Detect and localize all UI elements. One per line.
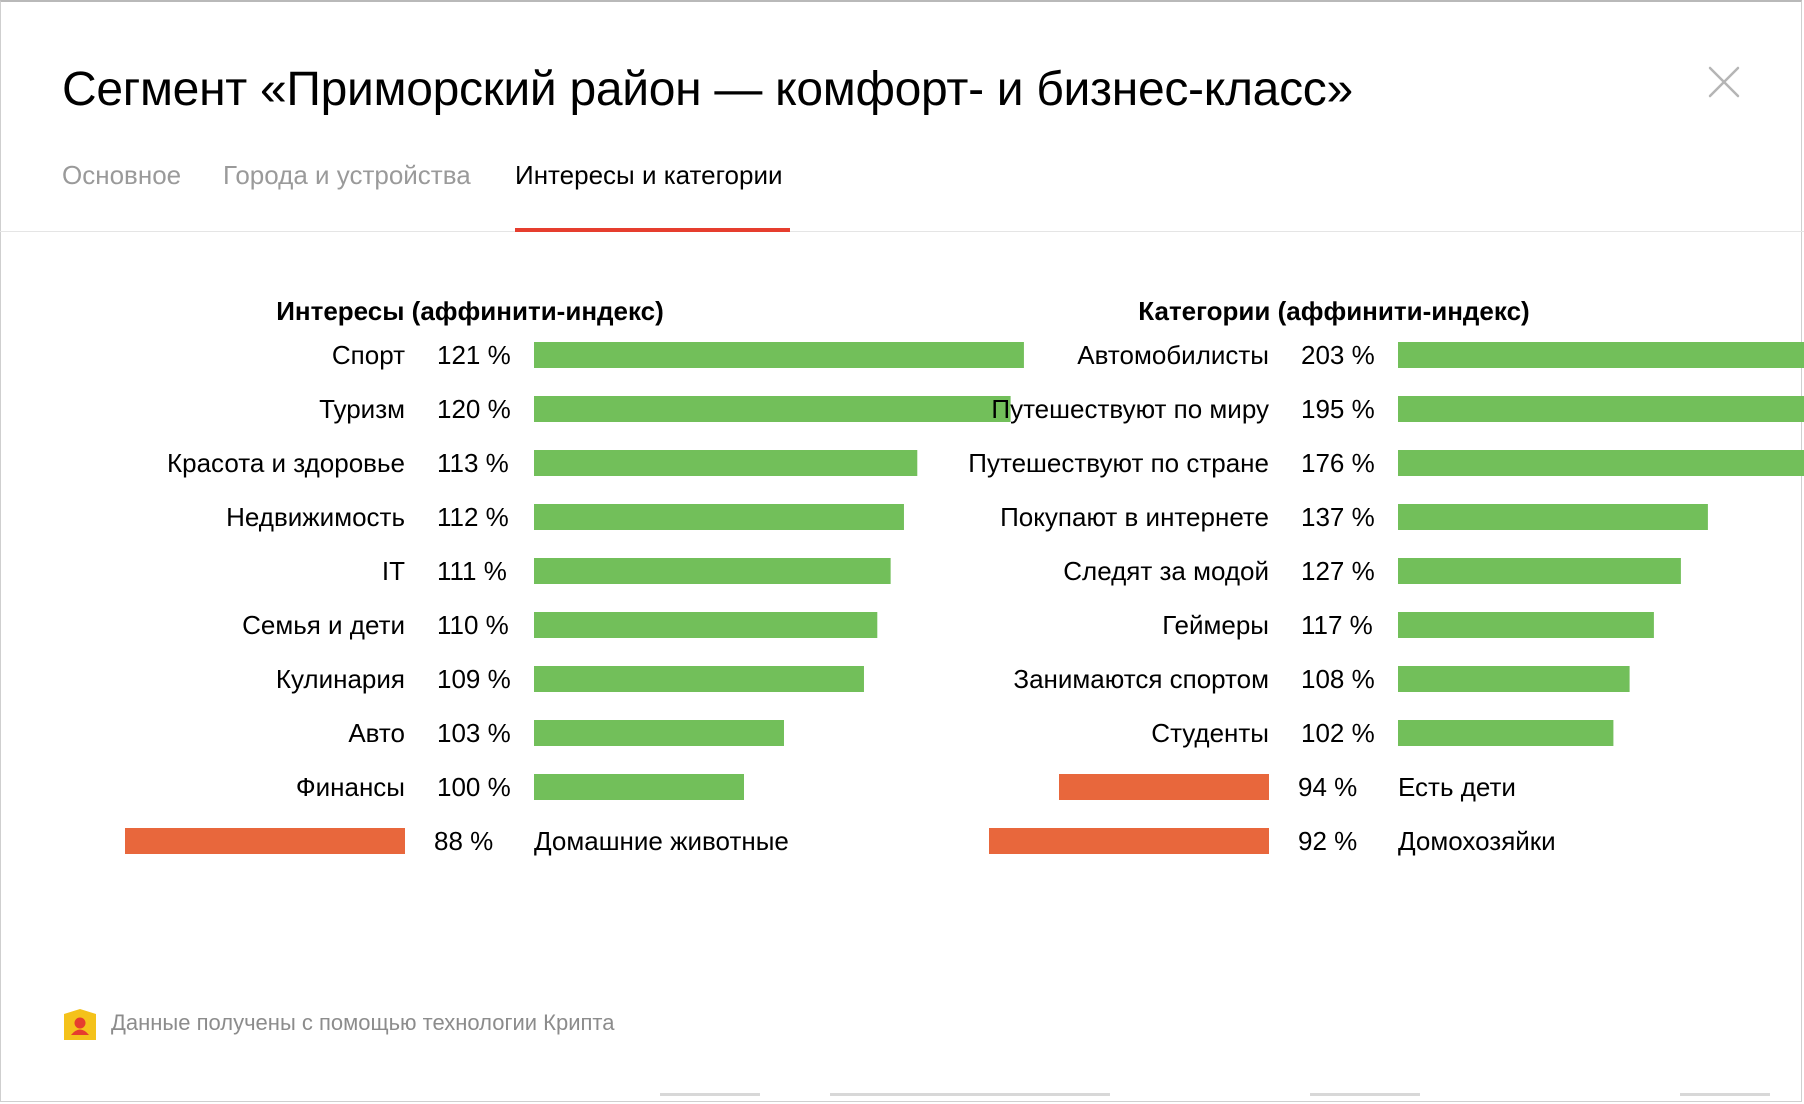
- value-label: 111 %: [437, 556, 507, 586]
- value-label: 102 %: [1301, 718, 1375, 748]
- value-label: 176 %: [1301, 448, 1375, 478]
- value-label: 110 %: [437, 610, 509, 640]
- bar-positive: [534, 666, 864, 692]
- bar-positive: [1398, 504, 1708, 530]
- bar-positive: [534, 720, 784, 746]
- category-label: Спорт: [332, 340, 405, 370]
- value-label: 117 %: [1301, 610, 1373, 640]
- value-label: 92 %: [1298, 826, 1357, 856]
- tab-divider: [0, 231, 1804, 232]
- bar-negative: [1059, 774, 1269, 800]
- close-icon[interactable]: [1706, 64, 1742, 100]
- chart-title: Интересы (аффинити-индекс): [276, 296, 664, 326]
- category-label: Путешествуют по стране: [968, 448, 1269, 478]
- value-label: 120 %: [437, 394, 511, 424]
- bar-positive: [534, 612, 878, 638]
- category-label: Финансы: [296, 772, 405, 802]
- bar-positive: [1398, 666, 1630, 692]
- category-label: Геймеры: [1162, 610, 1269, 640]
- bar-positive: [1398, 396, 1804, 422]
- bar-negative: [989, 828, 1269, 854]
- bar-positive: [1398, 342, 1804, 368]
- value-label: 109 %: [437, 664, 511, 694]
- chart-title: Категории (аффинити-индекс): [1138, 296, 1529, 326]
- value-label: 137 %: [1301, 502, 1375, 532]
- bar-positive: [1398, 450, 1804, 476]
- category-label: IT: [382, 556, 405, 586]
- bar-positive: [534, 396, 1011, 422]
- tab-main[interactable]: Основное: [62, 160, 182, 190]
- bar-negative: [125, 828, 405, 854]
- category-label: Есть дети: [1398, 772, 1516, 802]
- category-label: Студенты: [1151, 718, 1269, 748]
- active-tab-indicator: [515, 228, 790, 232]
- value-label: 94 %: [1298, 772, 1357, 802]
- value-label: 103 %: [437, 718, 511, 748]
- tab-bar: Основное Города и устройства Интересы и …: [0, 160, 1804, 232]
- page-title: Сегмент «Приморский район — комфорт- и б…: [62, 63, 1353, 116]
- category-label: Путешествуют по миру: [991, 394, 1269, 424]
- value-label: 88 %: [434, 826, 493, 856]
- scroll-hint: [660, 1093, 760, 1096]
- tab-cities-devices[interactable]: Города и устройства: [223, 160, 471, 190]
- scroll-hint: [830, 1093, 1110, 1096]
- footer-note: Данные получены с помощью технологии Кри…: [111, 1010, 615, 1035]
- category-label: Авто: [348, 718, 405, 748]
- bar-positive: [534, 504, 904, 530]
- scroll-hint: [1680, 1093, 1770, 1096]
- category-label: Автомобилисты: [1077, 340, 1269, 370]
- category-label: Домохозяйки: [1398, 826, 1556, 856]
- bar-positive: [1398, 720, 1614, 746]
- category-label: Туризм: [319, 394, 405, 424]
- category-label: Красота и здоровье: [167, 448, 405, 478]
- tab-interests-categories[interactable]: Интересы и категории: [515, 160, 783, 190]
- bar-positive: [534, 774, 744, 800]
- category-label: Следят за модой: [1063, 556, 1269, 586]
- bar-positive: [1398, 558, 1681, 584]
- category-label: Недвижимость: [226, 502, 405, 532]
- bar-positive: [534, 342, 1024, 368]
- value-label: 121 %: [437, 340, 511, 370]
- value-label: 112 %: [437, 502, 509, 532]
- value-label: 108 %: [1301, 664, 1375, 694]
- category-label: Домашние животные: [534, 826, 789, 856]
- value-label: 203 %: [1301, 340, 1375, 370]
- value-label: 113 %: [437, 448, 509, 478]
- category-label: Покупают в интернете: [1000, 502, 1269, 532]
- category-label: Семья и дети: [242, 610, 405, 640]
- bar-positive: [534, 558, 891, 584]
- value-label: 127 %: [1301, 556, 1375, 586]
- bar-positive: [534, 450, 918, 476]
- bar-positive: [1398, 612, 1654, 638]
- category-label: Кулинария: [276, 664, 405, 694]
- value-label: 100 %: [437, 772, 511, 802]
- kripta-logo-icon: [64, 1009, 96, 1040]
- scroll-hint: [1310, 1093, 1420, 1096]
- category-label: Занимаются спортом: [1013, 664, 1269, 694]
- value-label: 195 %: [1301, 394, 1375, 424]
